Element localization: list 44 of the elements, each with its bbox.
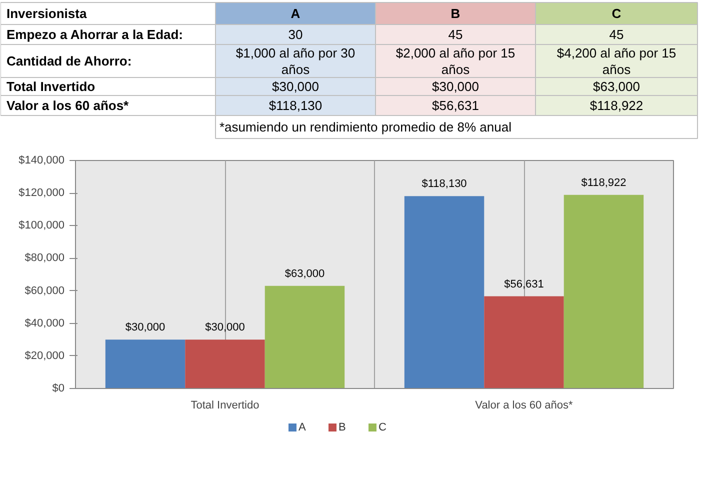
y-tick-label: $40,000 [24, 317, 65, 330]
legend-label: A [298, 422, 306, 434]
y-tick-label: $20,000 [24, 350, 65, 362]
text: $30,000 [272, 79, 320, 94]
text: $63,000 [593, 79, 640, 94]
data-label: $30,000 [125, 322, 166, 334]
bar [105, 340, 186, 388]
text: $1,000 al año por 30 años [236, 45, 356, 77]
data-label: $30,000 [205, 322, 245, 334]
data-label: $56,631 [504, 278, 544, 290]
y-tick-label: $60,000 [24, 284, 65, 297]
text: $2,000 al año por 15 años [396, 45, 516, 77]
bar [484, 296, 564, 388]
bar [185, 340, 265, 388]
text: Valor a los 60 años* [6, 98, 130, 113]
text: Total Invertido [6, 79, 96, 94]
text: *asumiendo un rendimiento promedio de 8% anual [220, 120, 512, 134]
bar [264, 286, 345, 388]
text: Cantidad de Ahorro: [6, 54, 132, 68]
y-tick-label: $100,000 [18, 220, 65, 232]
legend-label: B [338, 422, 346, 434]
bar [404, 196, 484, 388]
text: 45 [609, 27, 624, 42]
text: B [450, 6, 460, 21]
data-label: $63,000 [284, 268, 325, 280]
text: C [612, 6, 622, 21]
text: 30 [288, 27, 303, 42]
text: A [290, 6, 301, 21]
bar [564, 194, 644, 388]
text: $30,000 [432, 79, 480, 94]
text: $118,922 [590, 98, 644, 113]
text: $56,631 [432, 98, 480, 113]
y-tick-label: $80,000 [24, 252, 65, 264]
y-tick-label: $120,000 [18, 187, 65, 200]
data-label: $118,130 [422, 178, 467, 190]
text: Empezo a Ahorrar a la Edad: [6, 27, 184, 42]
y-tick-label: $140,000 [18, 154, 65, 166]
text: Inversionista [6, 6, 88, 21]
data-label: $118,922 [581, 176, 626, 189]
text: $4,200 al año por 15 años [556, 45, 676, 77]
y-tick-label: $0 [52, 382, 65, 394]
text: 45 [448, 27, 463, 42]
text: $118,130 [268, 98, 322, 113]
legend-label: C [378, 422, 386, 434]
